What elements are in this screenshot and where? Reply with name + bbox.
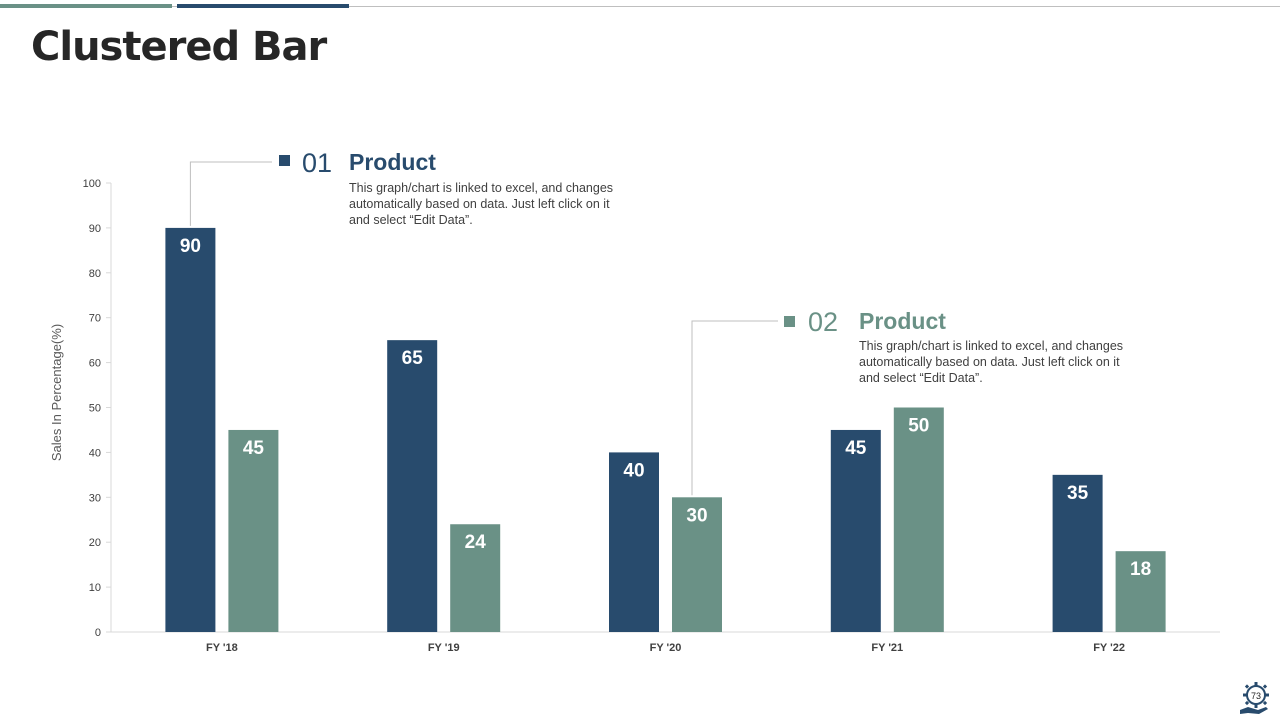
bar-series1 <box>1052 474 1103 632</box>
legend-description-02: This graph/chart is linked to excel, and… <box>859 339 1124 385</box>
y-tick-label: 70 <box>89 313 101 325</box>
bar-data-label: 35 <box>1067 483 1089 504</box>
y-tick-label: 100 <box>83 178 101 190</box>
x-tick-label: FY '20 <box>650 642 682 654</box>
bar-series2 <box>228 429 279 632</box>
bar-series2 <box>672 497 722 632</box>
bar-data-label: 18 <box>1130 559 1151 580</box>
y-tick-label: 40 <box>89 447 101 459</box>
y-tick-label: 80 <box>89 268 101 280</box>
top-accent-blue <box>177 4 349 8</box>
x-tick-label: FY '18 <box>206 642 238 654</box>
y-tick-label: 10 <box>89 582 101 594</box>
top-rule <box>0 6 1280 7</box>
x-tick-label: FY '21 <box>871 642 903 654</box>
legend-name-01: Product <box>349 149 436 175</box>
bar-series1 <box>609 452 659 632</box>
bar-data-label: 24 <box>465 532 487 553</box>
bar-series1 <box>165 227 216 632</box>
top-accent-green <box>0 4 172 8</box>
gear-icon <box>1240 682 1269 714</box>
legend-square-02 <box>784 316 795 327</box>
bar-series1 <box>387 340 438 632</box>
legend-number-02: 02 <box>808 307 839 337</box>
y-tick-label: 50 <box>89 403 101 415</box>
y-tick-label: 30 <box>89 492 101 504</box>
bar-data-label: 90 <box>180 236 201 257</box>
bar-data-label: 45 <box>243 438 265 459</box>
bar-data-label: 50 <box>908 416 929 437</box>
callout-connector-02 <box>691 320 778 496</box>
y-tick-label: 0 <box>95 627 101 639</box>
y-axis-title: Sales In Percentage(%) <box>49 324 64 461</box>
legend-number-01: 01 <box>302 148 333 178</box>
legend-name-02: Product <box>859 308 946 334</box>
bar-series2 <box>893 407 944 632</box>
legend-square-01 <box>279 155 290 166</box>
bar-series2 <box>450 524 501 632</box>
y-tick-label: 90 <box>89 223 101 235</box>
x-tick-label: FY '19 <box>428 642 460 654</box>
callout-connector-01 <box>189 161 272 226</box>
page-number: 73 <box>1250 691 1261 701</box>
x-tick-label: FY '22 <box>1093 642 1125 654</box>
page-title: Clustered Bar <box>31 24 327 70</box>
bar-data-label: 30 <box>686 505 707 526</box>
bar-data-label: 40 <box>623 460 644 481</box>
legend-description-01: This graph/chart is linked to excel, and… <box>349 181 614 227</box>
y-tick-label: 60 <box>89 358 101 370</box>
y-tick-label: 20 <box>89 537 101 549</box>
bar-series1 <box>830 429 881 632</box>
bar-data-label: 45 <box>845 438 867 459</box>
bar-series2 <box>1115 551 1166 632</box>
bar-data-label: 65 <box>402 348 424 369</box>
